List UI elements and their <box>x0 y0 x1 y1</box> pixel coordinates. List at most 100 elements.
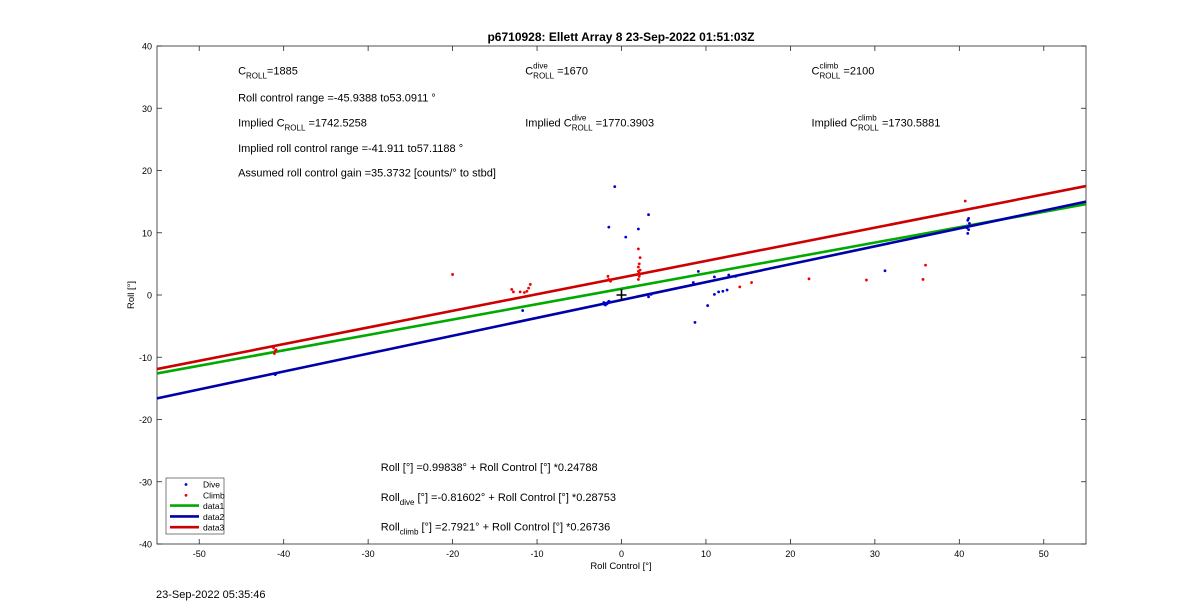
annotation-a4: Implied roll control range =-41.911 to57… <box>238 143 463 155</box>
point-dive <box>605 302 609 306</box>
point-dive <box>734 274 737 278</box>
y-tick-label: -40 <box>139 540 152 550</box>
legend-label: Climb <box>203 490 225 500</box>
annotation-a10: Roll [°] =0.99838° + Roll Control [°] *0… <box>381 462 598 474</box>
series-line-data1 <box>156 202 1087 375</box>
x-tick-label: 40 <box>954 549 964 559</box>
point-climb <box>606 274 610 278</box>
point-dive <box>713 292 716 296</box>
point-dive <box>717 290 721 294</box>
point-dive <box>607 299 611 303</box>
point-dive <box>721 289 725 293</box>
point-dive <box>727 273 731 277</box>
y-tick-label: 30 <box>142 104 152 114</box>
point-dive <box>967 228 971 232</box>
point-climb <box>511 290 515 294</box>
point-climb <box>921 278 925 281</box>
x-tick-label: -30 <box>362 549 375 559</box>
point-climb <box>609 279 612 283</box>
point-climb <box>924 263 927 267</box>
point-dive <box>624 235 628 239</box>
legend-label: data1 <box>203 501 225 511</box>
point-climb <box>636 247 640 251</box>
point-climb <box>963 199 967 203</box>
annotation-a3: Implied CROLL =1742.5258 <box>238 117 367 132</box>
point-climb <box>636 269 640 273</box>
data-points <box>272 185 971 377</box>
x-axis-label: Roll Control [°] <box>590 561 651 572</box>
x-tick-label: -20 <box>446 549 459 559</box>
annotations: CROLL=1885 Roll control range =-45.9388 t… <box>238 62 940 537</box>
y-tick-label: 40 <box>142 42 152 52</box>
y-tick-label: -20 <box>139 415 152 425</box>
point-dive <box>883 269 887 273</box>
annotation-a5: Assumed roll control gain =35.3732 [coun… <box>238 168 496 180</box>
point-climb <box>636 265 640 269</box>
point-dive <box>965 226 969 230</box>
legend-item-data3: data3 <box>170 523 225 533</box>
chart-title: p6710928: Ellett Array 8 23-Sep-2022 01:… <box>487 30 754 44</box>
x-tick-label: 20 <box>785 549 795 559</box>
legend-label: data3 <box>203 523 225 533</box>
point-climb <box>525 289 529 293</box>
legend-item-climb: Climb <box>184 490 225 500</box>
x-tick-label: 10 <box>701 549 711 559</box>
x-tick-label: -10 <box>531 549 544 559</box>
point-dive <box>966 231 970 235</box>
annotation-a8: Cclimb ROLL =2100 <box>812 62 875 81</box>
point-dive <box>696 269 700 273</box>
annotation-a1: CROLL=1885 <box>238 66 298 81</box>
point-dive <box>647 213 650 217</box>
origin-plus-marker <box>616 289 627 301</box>
point-climb <box>637 262 641 266</box>
y-tick-label: 0 <box>147 291 152 301</box>
footer-timestamp: 23-Sep-2022 05:35:46 <box>156 589 265 601</box>
point-climb <box>272 346 275 350</box>
point-dive <box>613 185 617 189</box>
point-dive <box>713 275 716 279</box>
x-tick-label: 50 <box>1039 549 1049 559</box>
annotation-a9: Implied Cclimb ROLL =1730.5881 <box>812 113 941 132</box>
point-climb <box>636 278 640 281</box>
y-axis-label: Roll [°] <box>126 281 137 309</box>
point-climb <box>272 352 276 355</box>
x-tick-label: -50 <box>193 549 206 559</box>
series-line-data3 <box>156 184 1087 371</box>
point-dive <box>274 372 278 375</box>
point-climb <box>518 290 522 294</box>
point-climb <box>637 273 641 277</box>
point-climb <box>607 278 611 281</box>
point-climb <box>750 281 753 284</box>
point-dive <box>636 227 640 231</box>
y-tick-label: -10 <box>139 353 152 363</box>
point-climb <box>807 277 811 281</box>
x-tick-label: 0 <box>619 549 624 559</box>
point-climb <box>738 285 742 289</box>
point-climb <box>527 286 530 290</box>
y-tick-label: 20 <box>142 166 152 176</box>
annotation-a7: Implied Cdive ROLL =1770.3903 <box>525 113 654 132</box>
legend-item-data1: data1 <box>170 501 225 511</box>
point-climb <box>528 283 532 286</box>
point-dive <box>691 281 695 284</box>
point-dive <box>706 304 710 307</box>
y-tick-label: -30 <box>139 477 152 487</box>
annotation-a2: Roll control range =-45.9388 to53.0911 ° <box>238 92 436 104</box>
legend-label: Dive <box>203 480 220 490</box>
legend-item-dive: Dive <box>184 480 220 490</box>
point-dive <box>647 295 650 299</box>
y-tick-label: 10 <box>142 228 152 238</box>
point-climb <box>638 256 642 260</box>
legend-marker <box>184 493 188 497</box>
point-dive <box>725 288 729 292</box>
annotation-a11: Rolldive [°] =-0.81602° + Roll Control [… <box>381 492 616 507</box>
point-dive <box>649 292 653 296</box>
axis-ticks: -50 -40 -30 -20 -10 0 10 20 30 40 50 -40 -30 -20 -10 0 1… <box>139 42 1086 559</box>
x-tick-label: -40 <box>277 549 290 559</box>
point-dive <box>521 309 525 312</box>
point-climb <box>274 348 278 352</box>
point-dive <box>967 217 971 220</box>
legend-marker <box>184 483 188 486</box>
